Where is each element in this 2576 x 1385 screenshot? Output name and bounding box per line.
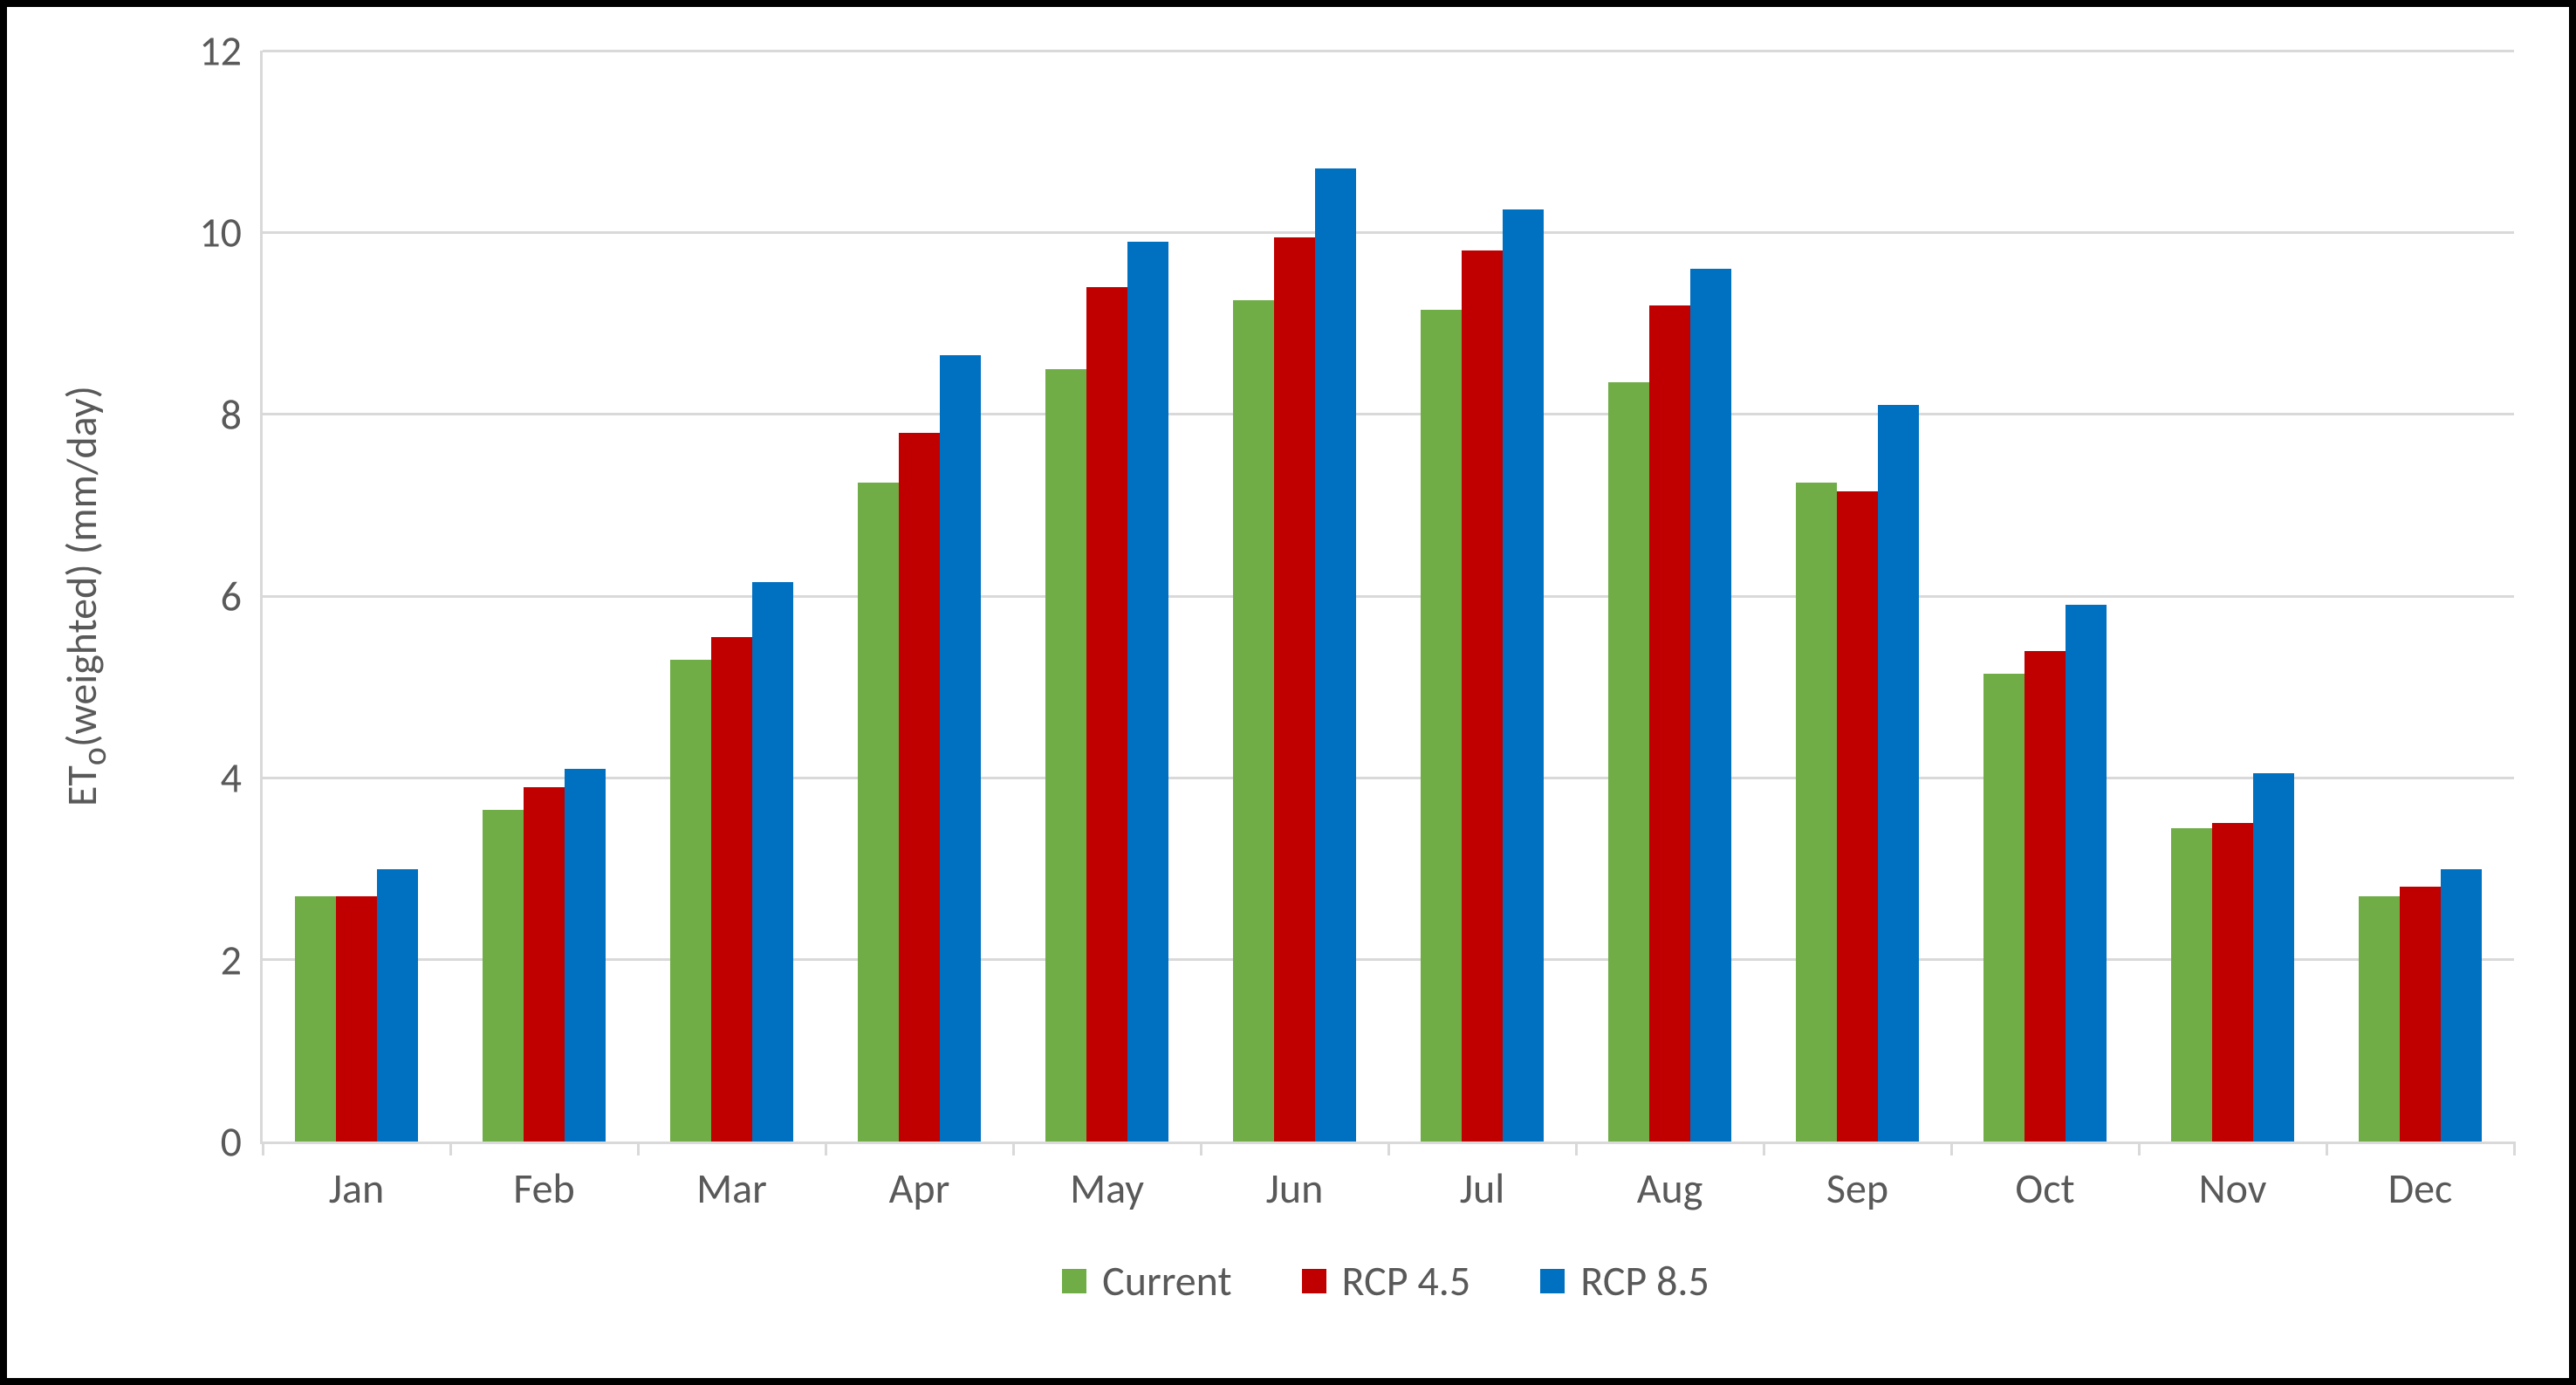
plot-area: 024681012JanFebMarAprMayJunJulAugSepOctN… <box>260 51 2514 1144</box>
bar <box>1503 209 1544 1142</box>
y-axis-title: ETo(weighted) (mm/day) <box>56 386 115 806</box>
x-tickmark <box>1763 1142 1765 1155</box>
bar <box>1690 269 1731 1142</box>
x-tickmark <box>1012 1142 1015 1155</box>
y-tick-label: 4 <box>221 752 242 804</box>
bar <box>711 637 752 1142</box>
y-tick-label: 8 <box>221 388 242 440</box>
x-tick-label: May <box>1070 1162 1144 1214</box>
x-tick-label: Aug <box>1637 1162 1703 1214</box>
bar <box>295 896 336 1142</box>
x-tick-label: Mar <box>696 1162 767 1214</box>
gridline <box>263 595 2514 598</box>
bar <box>2253 773 2294 1142</box>
bar <box>483 810 524 1142</box>
x-tick-label: Jul <box>1460 1162 1505 1214</box>
bar <box>1274 237 1315 1142</box>
legend-swatch <box>1062 1269 1086 1293</box>
x-tick-label: Feb <box>513 1162 574 1214</box>
y-tick-label: 6 <box>221 571 242 622</box>
bar <box>2441 869 2482 1142</box>
x-tick-label: Oct <box>2015 1162 2074 1214</box>
legend: Current RCP 4.5 RCP 8.5 <box>260 1255 2511 1306</box>
y-axis-title-sub: o <box>72 747 115 765</box>
bar <box>1796 483 1837 1142</box>
gridline <box>263 413 2514 415</box>
bar <box>2066 605 2107 1142</box>
bar <box>1421 310 1462 1142</box>
x-tickmark <box>2138 1142 2141 1155</box>
x-tick-label: Nov <box>2199 1162 2267 1214</box>
bar <box>336 896 377 1142</box>
bar <box>1983 674 2024 1142</box>
legend-item: Current <box>1062 1255 1231 1306</box>
y-tick-label: 2 <box>221 934 242 985</box>
bar <box>2024 651 2066 1142</box>
bar <box>1086 287 1127 1142</box>
bar <box>752 582 793 1142</box>
legend-label: RCP 4.5 <box>1342 1255 1471 1306</box>
bar <box>1233 300 1274 1142</box>
x-tickmark <box>2513 1142 2516 1155</box>
bar <box>1462 250 1503 1142</box>
bar <box>565 769 606 1142</box>
y-axis-title-suffix: (weighted) (mm/day) <box>56 386 107 747</box>
bar <box>1649 305 1690 1142</box>
x-tick-label: Jan <box>329 1162 385 1214</box>
bar <box>1127 242 1168 1142</box>
legend-label: Current <box>1102 1255 1231 1306</box>
x-tick-label: Jun <box>1266 1162 1324 1214</box>
y-tick-label: 12 <box>199 25 242 77</box>
bar <box>1837 491 1878 1142</box>
bar <box>940 355 981 1142</box>
chart-frame: 0 2 4 6 8 10 12 Jan Feb Mar Apr May Jun Jul Aug Sep Oct N… <box>0 0 2576 1385</box>
legend-item: RCP 8.5 <box>1540 1255 1709 1306</box>
x-tickmark <box>262 1142 264 1155</box>
bar <box>2212 823 2253 1142</box>
x-tickmark <box>1950 1142 1953 1155</box>
gridline <box>263 50 2514 52</box>
x-tickmark <box>825 1142 827 1155</box>
x-tickmark <box>2326 1142 2328 1155</box>
y-tick-label: 10 <box>199 207 242 258</box>
legend-item: RCP 4.5 <box>1302 1255 1471 1306</box>
y-axis-title-prefix: ET <box>56 765 107 806</box>
x-tickmark <box>1387 1142 1390 1155</box>
x-tickmark <box>1200 1142 1202 1155</box>
bar <box>858 483 899 1142</box>
legend-swatch <box>1302 1269 1326 1293</box>
bar <box>2171 828 2212 1142</box>
bar <box>1608 382 1649 1142</box>
bar <box>2359 896 2400 1142</box>
bar <box>1045 369 1086 1142</box>
bar <box>670 660 711 1142</box>
bar <box>1878 405 1919 1142</box>
gridline <box>263 231 2514 234</box>
legend-label: RCP 8.5 <box>1580 1255 1709 1306</box>
x-tickmark <box>637 1142 640 1155</box>
x-tick-label: Sep <box>1826 1162 1888 1214</box>
x-tickmark <box>1575 1142 1578 1155</box>
bar <box>2400 887 2441 1142</box>
x-tick-label: Dec <box>2388 1162 2453 1214</box>
bar <box>1315 168 1356 1142</box>
bar <box>524 787 565 1142</box>
y-tick-label: 0 <box>221 1116 242 1168</box>
bar <box>899 433 940 1142</box>
x-tick-label: Apr <box>889 1162 950 1214</box>
x-tickmark <box>449 1142 452 1155</box>
bar <box>377 869 418 1142</box>
legend-swatch <box>1540 1269 1565 1293</box>
